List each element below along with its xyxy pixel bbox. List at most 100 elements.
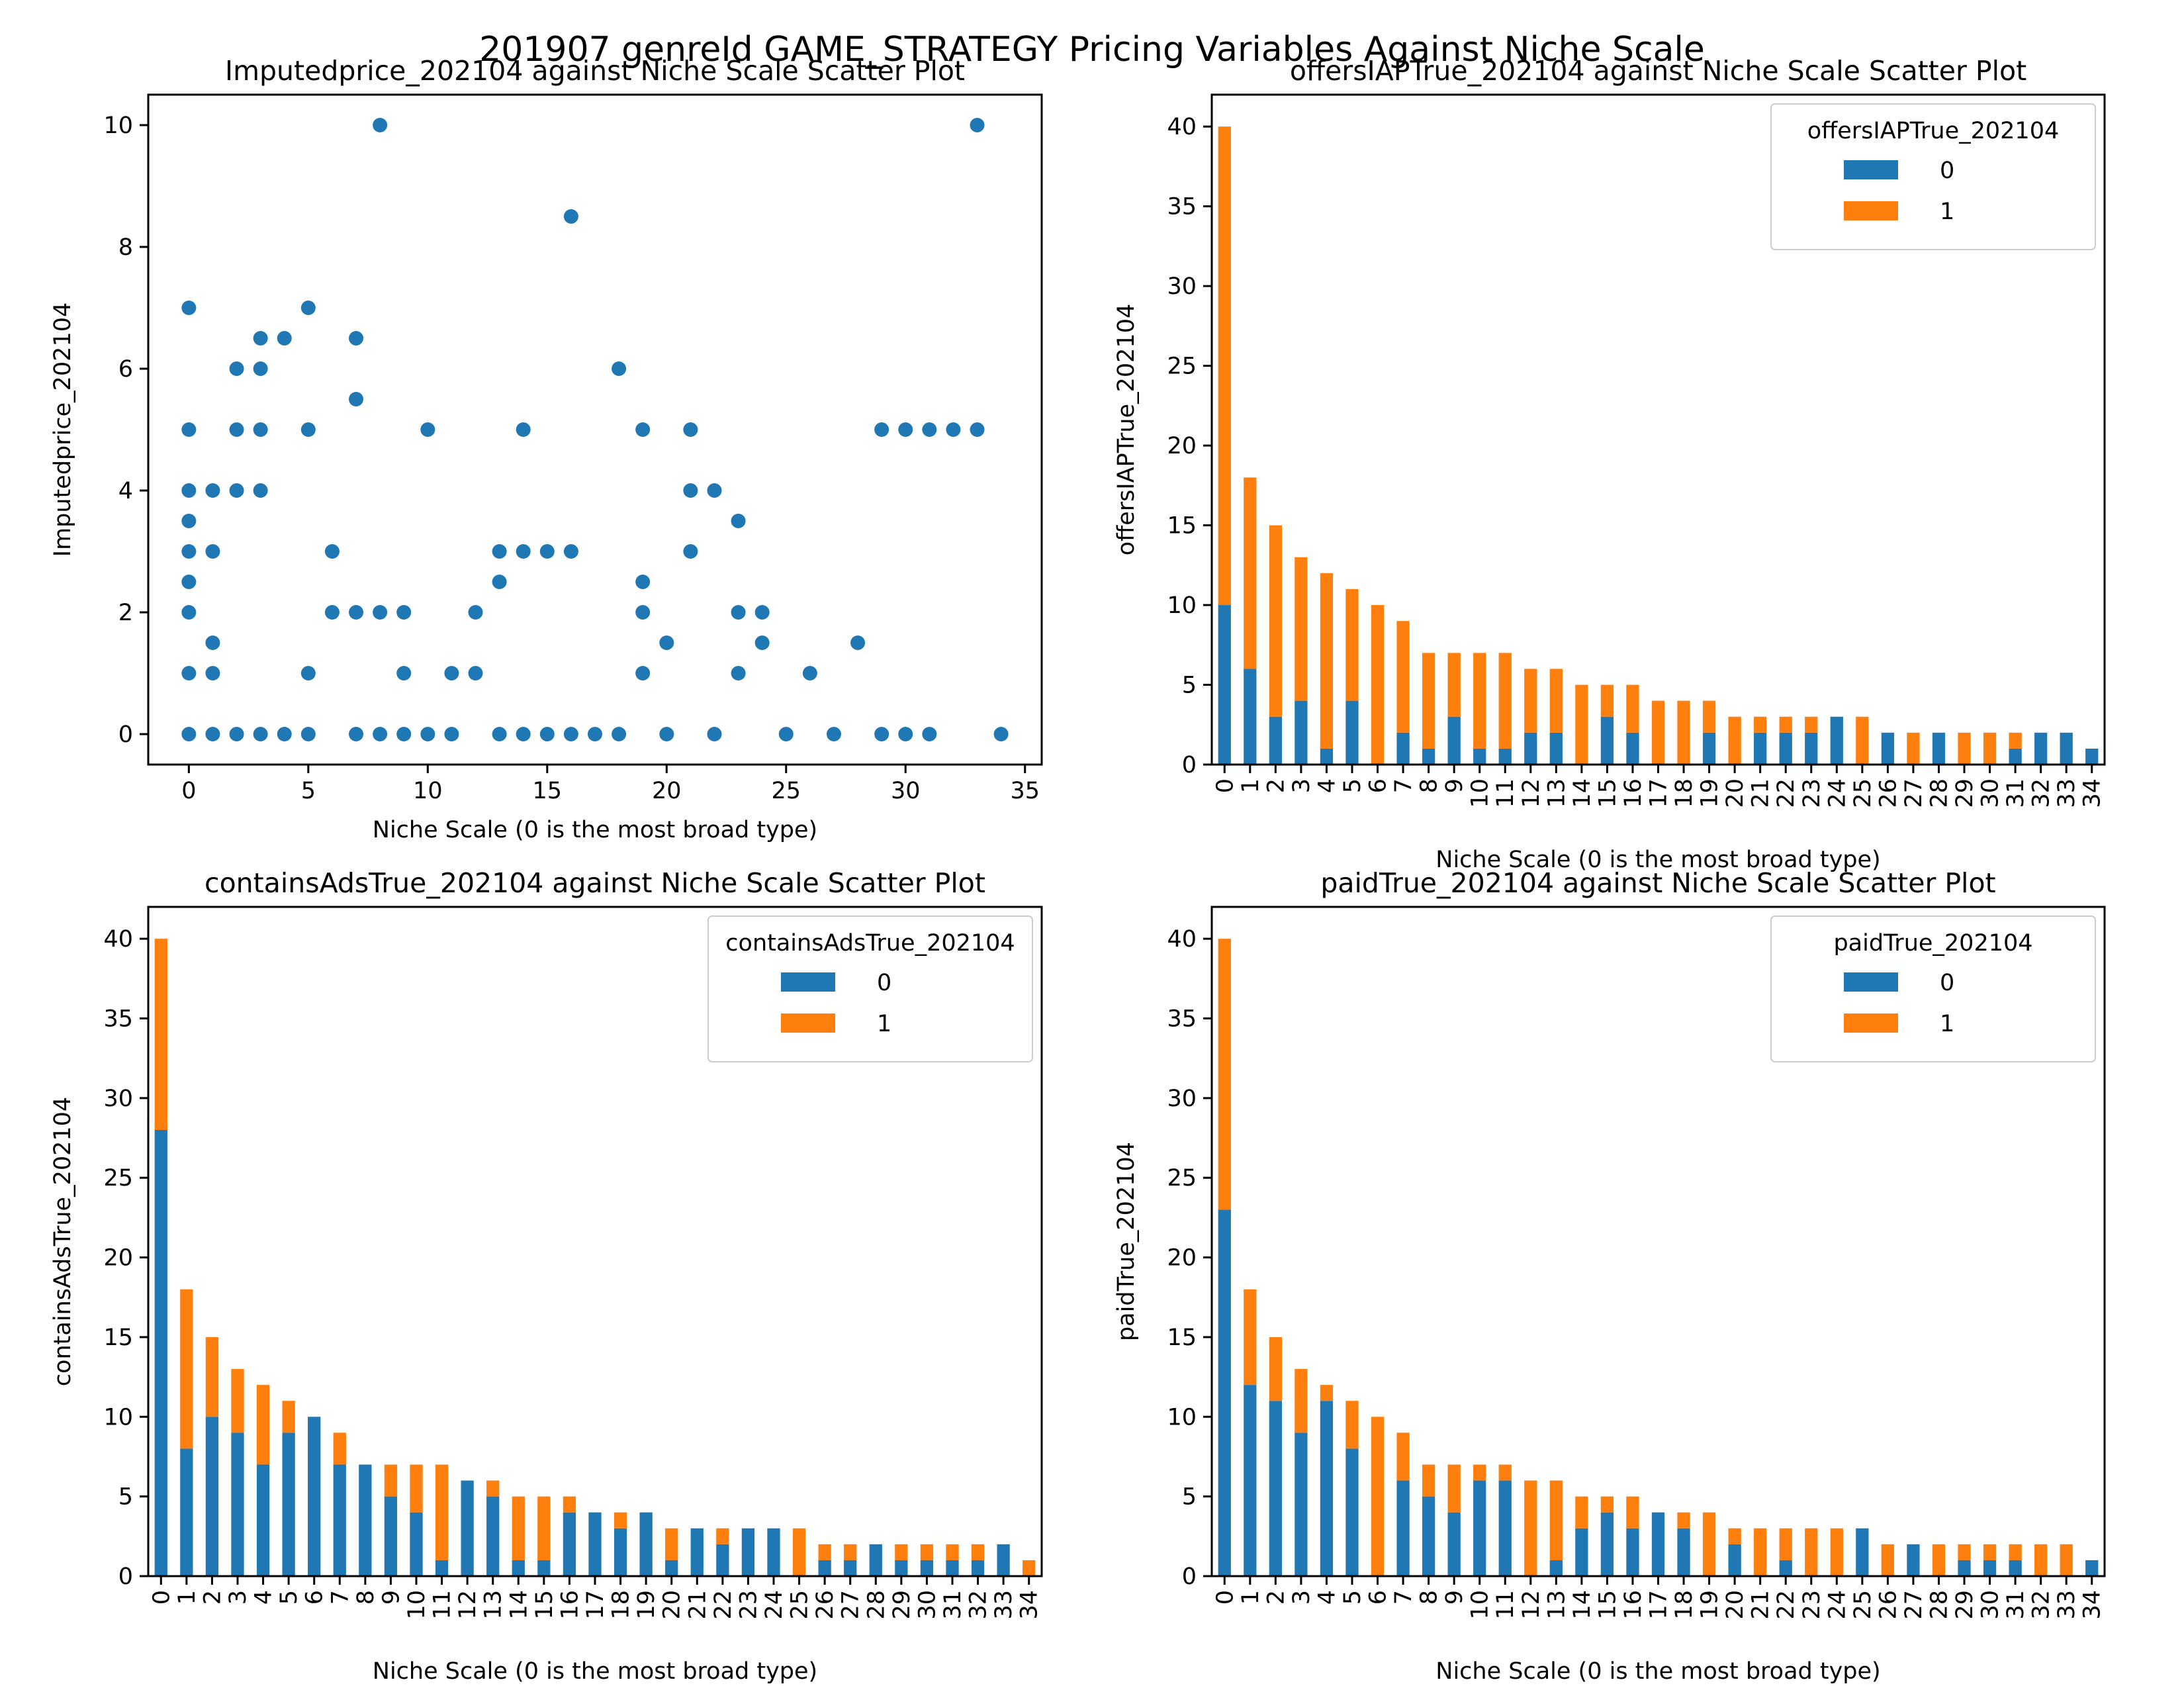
bar-segment-0 bbox=[1218, 605, 1231, 765]
bar-segment-0 bbox=[1907, 1544, 1920, 1576]
bar-segment-1 bbox=[1958, 1544, 1971, 1560]
bar-segment-0 bbox=[1244, 669, 1257, 765]
bar-segment-0 bbox=[1269, 1401, 1282, 1576]
x-tick-label: 10 bbox=[1467, 1590, 1494, 1620]
scatter-point bbox=[253, 727, 268, 741]
bar-segment-0 bbox=[716, 1544, 729, 1576]
scatter-point bbox=[539, 727, 555, 741]
bar-segment-1 bbox=[1396, 1432, 1410, 1481]
scatter-point bbox=[229, 422, 244, 437]
bar-segment-0 bbox=[231, 1432, 244, 1576]
x-tick-label: 29 bbox=[1952, 778, 1978, 808]
scatter-point bbox=[707, 727, 722, 741]
x-tick-label: 5 bbox=[276, 1590, 302, 1605]
y-tick-label: 25 bbox=[1167, 1165, 1197, 1192]
scatter-point bbox=[396, 605, 412, 620]
bar-segment-0 bbox=[665, 1560, 678, 1576]
scatter-point bbox=[229, 483, 244, 498]
legend-label-0: 0 bbox=[1940, 970, 1954, 996]
bar-segment-0 bbox=[1422, 748, 1435, 765]
bar-segment-1 bbox=[1677, 1512, 1690, 1528]
chart-title: offersIAPTrue_202104 against Niche Scale… bbox=[1290, 55, 2026, 87]
scatter-point bbox=[588, 727, 602, 741]
legend-swatch-1 bbox=[781, 1013, 835, 1033]
x-tick-label: 11 bbox=[430, 1590, 456, 1620]
bar-segment-1 bbox=[1473, 1464, 1486, 1481]
bar-segment-1 bbox=[486, 1480, 500, 1497]
scatter-point bbox=[874, 422, 889, 437]
scatter-point bbox=[181, 301, 197, 315]
y-tick-label: 35 bbox=[1167, 194, 1197, 220]
x-tick-label: 30 bbox=[1978, 1590, 2004, 1620]
x-tick-label: 26 bbox=[1875, 1590, 1901, 1620]
x-tick-label: 31 bbox=[2003, 778, 2029, 808]
x-tick-label: 29 bbox=[889, 1590, 915, 1620]
x-tick-label: 14 bbox=[1569, 1590, 1596, 1620]
bar-segment-1 bbox=[1320, 573, 1334, 749]
bar-segment-0 bbox=[1651, 1512, 1665, 1576]
bar-segment-0 bbox=[461, 1480, 474, 1576]
scatter-point bbox=[635, 422, 651, 437]
legend: offersIAPTrue_202104 0 1 bbox=[1770, 103, 2096, 250]
y-tick-label: 15 bbox=[103, 1325, 133, 1351]
bar-segment-1 bbox=[1600, 1496, 1614, 1513]
scatter-point bbox=[181, 727, 197, 741]
bar-segment-0 bbox=[895, 1560, 908, 1576]
scatter-point bbox=[707, 483, 722, 498]
bar-segment-0 bbox=[154, 1130, 167, 1576]
scatter-point bbox=[516, 727, 531, 741]
chart-title: paidTrue_202104 against Niche Scale Scat… bbox=[1320, 867, 1995, 899]
legend-swatch-1 bbox=[1844, 201, 1898, 220]
scatter-point bbox=[373, 727, 388, 741]
legend-label-1: 1 bbox=[877, 1011, 891, 1037]
legend-swatch-0 bbox=[781, 972, 835, 992]
bar-segment-1 bbox=[1345, 1401, 1359, 1449]
y-tick-label: 35 bbox=[103, 1006, 133, 1033]
x-tick-label: 5 bbox=[1340, 1590, 1366, 1605]
x-tick-label: 6 bbox=[1365, 778, 1392, 793]
scatter-point bbox=[277, 727, 292, 741]
bar-segment-1 bbox=[282, 1401, 295, 1433]
bar-segment-1 bbox=[410, 1464, 423, 1513]
x-tick-label: 14 bbox=[1569, 778, 1596, 808]
x-tick-label: 8 bbox=[353, 1590, 379, 1605]
scatter-point bbox=[659, 635, 674, 650]
scatter-point bbox=[205, 483, 220, 498]
scatter-point bbox=[300, 727, 316, 741]
scatter-point bbox=[754, 635, 770, 650]
scatter-point bbox=[349, 392, 364, 406]
scatter-point bbox=[898, 422, 913, 437]
x-tick-label: 18 bbox=[1671, 1590, 1698, 1620]
bar-segment-1 bbox=[1422, 1464, 1435, 1497]
scatter-point bbox=[970, 118, 985, 132]
bar-segment-1 bbox=[1244, 477, 1257, 669]
x-tick-label: 26 bbox=[812, 1590, 839, 1620]
y-tick-label: 30 bbox=[103, 1086, 133, 1112]
bar-segment-1 bbox=[2009, 732, 2022, 749]
bar-segment-0 bbox=[1345, 1448, 1359, 1576]
y-tick-label: 40 bbox=[1167, 926, 1197, 953]
bar-segment-0 bbox=[1320, 1401, 1334, 1576]
bar-segment-1 bbox=[1830, 1528, 1843, 1576]
x-tick-label: 15 bbox=[1594, 778, 1621, 808]
bar-segment-1 bbox=[1218, 126, 1231, 606]
bar-segment-0 bbox=[971, 1560, 985, 1576]
x-tick-label: 25 bbox=[1850, 1590, 1876, 1620]
y-tick-label: 20 bbox=[103, 1245, 133, 1272]
chart-paid-bar: 0123456789101112131415161718192021222324… bbox=[1113, 867, 2106, 1685]
scatter-point bbox=[253, 483, 268, 498]
bar-segment-1 bbox=[1728, 716, 1741, 765]
x-tick-label: 19 bbox=[633, 1590, 660, 1620]
x-tick-label: 14 bbox=[506, 1590, 532, 1620]
scatter-point bbox=[946, 422, 961, 437]
scatter-point bbox=[468, 605, 483, 620]
chart-offersiap-bar: 0123456789101112131415161718192021222324… bbox=[1113, 55, 2106, 873]
x-tick-label: 21 bbox=[1748, 1590, 1774, 1620]
x-tick-label: 33 bbox=[2054, 778, 2080, 808]
x-tick-label: 33 bbox=[2054, 1590, 2080, 1620]
x-tick-label: 21 bbox=[1748, 778, 1774, 808]
bar-segment-1 bbox=[1396, 621, 1410, 733]
bar-segment-1 bbox=[1371, 1417, 1385, 1576]
y-tick-label: 10 bbox=[1167, 592, 1197, 619]
x-tick-label: 15 bbox=[531, 1590, 558, 1620]
